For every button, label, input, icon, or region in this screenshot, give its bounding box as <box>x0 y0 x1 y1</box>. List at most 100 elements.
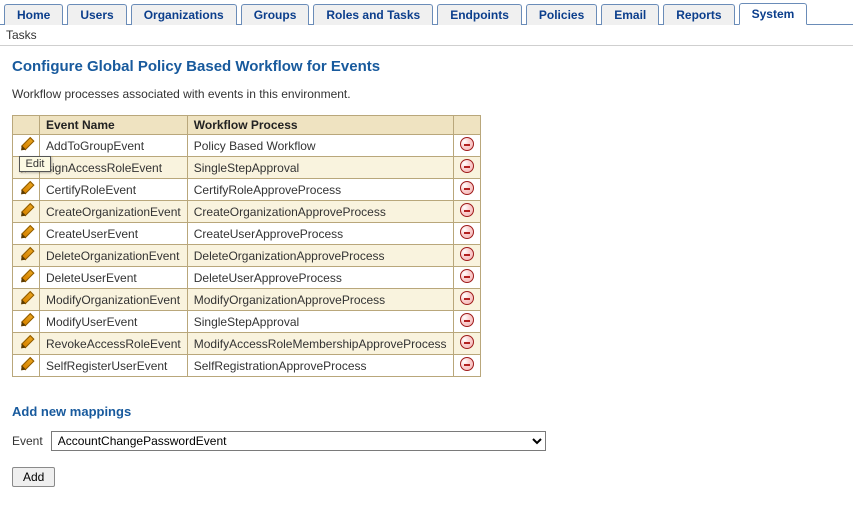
edit-cell[interactable] <box>13 223 40 245</box>
workflow-process-cell: Policy Based Workflow <box>187 135 453 157</box>
table-row: RevokeAccessRoleEventModifyAccessRoleMem… <box>13 333 481 355</box>
event-name-cell: ModifyUserEvent <box>40 311 188 333</box>
main-tabs: HomeUsersOrganizationsGroupsRoles and Ta… <box>0 0 853 25</box>
tab-roles-and-tasks[interactable]: Roles and Tasks <box>313 4 433 25</box>
col-event-name: Event Name <box>40 116 188 135</box>
delete-icon[interactable] <box>460 357 474 371</box>
workflow-process-cell: ModifyAccessRoleMembershipApproveProcess <box>187 333 453 355</box>
event-name-cell: DeleteUserEvent <box>40 267 188 289</box>
event-field-label: Event <box>12 434 43 448</box>
tab-system[interactable]: System <box>739 3 808 25</box>
tab-home[interactable]: Home <box>4 4 63 25</box>
delete-icon[interactable] <box>460 247 474 261</box>
edit-icon[interactable] <box>16 200 36 220</box>
edit-cell[interactable] <box>13 201 40 223</box>
events-table-wrap: Event Name Workflow Process AddToGroupEv… <box>12 115 481 377</box>
edit-icon[interactable] <box>16 332 36 352</box>
delete-cell[interactable] <box>453 311 480 333</box>
page-intro: Workflow processes associated with event… <box>12 87 841 101</box>
table-row: DeleteUserEventDeleteUserApproveProcess <box>13 267 481 289</box>
delete-cell[interactable] <box>453 245 480 267</box>
edit-icon[interactable] <box>16 244 36 264</box>
event-name-cell: CertifyRoleEvent <box>40 179 188 201</box>
edit-icon[interactable] <box>16 354 36 374</box>
workflow-process-cell: SingleStepApproval <box>187 311 453 333</box>
col-delete <box>453 116 480 135</box>
edit-cell[interactable] <box>13 333 40 355</box>
edit-cell[interactable] <box>13 135 40 157</box>
sub-tab-tasks[interactable]: Tasks <box>6 28 37 42</box>
workflow-process-cell: DeleteOrganizationApproveProcess <box>187 245 453 267</box>
edit-icon[interactable] <box>16 266 36 286</box>
events-table: Event Name Workflow Process AddToGroupEv… <box>12 115 481 377</box>
edit-cell[interactable] <box>13 355 40 377</box>
event-name-cell: signAccessRoleEvent <box>40 157 188 179</box>
delete-icon[interactable] <box>460 335 474 349</box>
tab-users[interactable]: Users <box>67 4 126 25</box>
edit-icon[interactable] <box>16 178 36 198</box>
delete-cell[interactable] <box>453 179 480 201</box>
edit-cell[interactable] <box>13 245 40 267</box>
workflow-process-cell: ModifyOrganizationApproveProcess <box>187 289 453 311</box>
edit-cell[interactable] <box>13 267 40 289</box>
delete-cell[interactable] <box>453 355 480 377</box>
event-name-cell: ModifyOrganizationEvent <box>40 289 188 311</box>
event-name-cell: RevokeAccessRoleEvent <box>40 333 188 355</box>
page-title: Configure Global Policy Based Workflow f… <box>12 58 841 75</box>
workflow-process-cell: SelfRegistrationApproveProcess <box>187 355 453 377</box>
delete-cell[interactable] <box>453 267 480 289</box>
table-row: AddToGroupEventPolicy Based Workflow <box>13 135 481 157</box>
content-area: Configure Global Policy Based Workflow f… <box>0 46 853 507</box>
edit-cell[interactable] <box>13 289 40 311</box>
workflow-process-cell: CertifyRoleApproveProcess <box>187 179 453 201</box>
event-name-cell: DeleteOrganizationEvent <box>40 245 188 267</box>
add-mapping-form: Event AccountChangePasswordEvent <box>12 431 841 451</box>
event-select[interactable]: AccountChangePasswordEvent <box>51 431 546 451</box>
delete-icon[interactable] <box>460 203 474 217</box>
tab-policies[interactable]: Policies <box>526 4 597 25</box>
col-edit <box>13 116 40 135</box>
table-row: DeleteOrganizationEventDeleteOrganizatio… <box>13 245 481 267</box>
add-button[interactable]: Add <box>12 467 55 487</box>
event-name-cell: CreateUserEvent <box>40 223 188 245</box>
delete-cell[interactable] <box>453 135 480 157</box>
delete-cell[interactable] <box>453 223 480 245</box>
delete-cell[interactable] <box>453 201 480 223</box>
add-mappings-title: Add new mappings <box>12 404 841 419</box>
edit-icon[interactable] <box>16 288 36 308</box>
workflow-process-cell: CreateUserApproveProcess <box>187 223 453 245</box>
table-row: SelfRegisterUserEventSelfRegistrationApp… <box>13 355 481 377</box>
table-row: ModifyOrganizationEventModifyOrganizatio… <box>13 289 481 311</box>
edit-tooltip: Edit <box>19 156 52 172</box>
delete-icon[interactable] <box>460 313 474 327</box>
tab-organizations[interactable]: Organizations <box>131 4 237 25</box>
event-name-cell: SelfRegisterUserEvent <box>40 355 188 377</box>
event-name-cell: CreateOrganizationEvent <box>40 201 188 223</box>
table-row: CertifyRoleEventCertifyRoleApproveProces… <box>13 179 481 201</box>
sub-tab-bar: Tasks <box>0 25 853 46</box>
event-name-cell: AddToGroupEvent <box>40 135 188 157</box>
workflow-process-cell: SingleStepApproval <box>187 157 453 179</box>
tab-email[interactable]: Email <box>601 4 659 25</box>
table-row: ModifyUserEventSingleStepApproval <box>13 311 481 333</box>
delete-cell[interactable] <box>453 157 480 179</box>
delete-icon[interactable] <box>460 159 474 173</box>
delete-icon[interactable] <box>460 181 474 195</box>
delete-icon[interactable] <box>460 291 474 305</box>
edit-cell[interactable] <box>13 179 40 201</box>
workflow-process-cell: CreateOrganizationApproveProcess <box>187 201 453 223</box>
delete-cell[interactable] <box>453 289 480 311</box>
delete-icon[interactable] <box>460 225 474 239</box>
delete-icon[interactable] <box>460 269 474 283</box>
edit-icon[interactable] <box>16 222 36 242</box>
delete-cell[interactable] <box>453 333 480 355</box>
edit-cell[interactable] <box>13 311 40 333</box>
edit-icon[interactable] <box>16 310 36 330</box>
tab-endpoints[interactable]: Endpoints <box>437 4 522 25</box>
tab-groups[interactable]: Groups <box>241 4 310 25</box>
table-row: CreateUserEventCreateUserApproveProcess <box>13 223 481 245</box>
delete-icon[interactable] <box>460 137 474 151</box>
edit-icon[interactable] <box>16 134 36 154</box>
col-workflow-process: Workflow Process <box>187 116 453 135</box>
tab-reports[interactable]: Reports <box>663 4 734 25</box>
